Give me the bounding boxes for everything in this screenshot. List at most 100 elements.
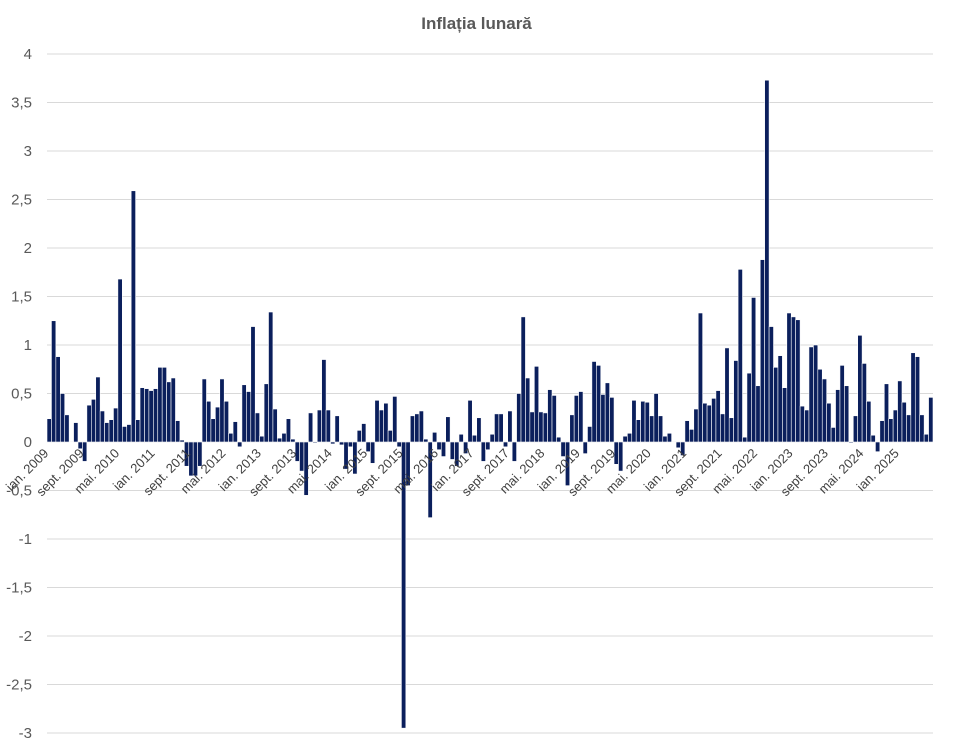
bar — [813, 344, 819, 443]
y-tick-label: -0,5 — [6, 483, 32, 500]
bar — [720, 413, 726, 443]
bar — [59, 393, 66, 443]
bar — [51, 320, 57, 443]
bar — [680, 441, 686, 456]
bar — [914, 356, 921, 443]
bar — [596, 365, 602, 443]
bar — [808, 346, 814, 443]
bar — [161, 367, 167, 443]
bar — [706, 404, 712, 443]
bar — [591, 361, 597, 443]
bar — [587, 426, 593, 443]
bar — [166, 381, 172, 443]
bar — [135, 419, 141, 443]
bar — [330, 441, 336, 445]
y-tick-label: 2,5 — [11, 192, 32, 209]
bar — [627, 432, 633, 443]
bar — [525, 377, 531, 443]
bar — [746, 372, 752, 443]
y-tick-label: 1 — [24, 337, 32, 354]
bar — [786, 312, 792, 443]
bar — [755, 385, 761, 443]
bar — [259, 435, 265, 443]
bar — [733, 360, 739, 443]
bar — [852, 415, 858, 443]
bar — [365, 441, 371, 452]
bar — [215, 406, 221, 443]
bar — [697, 312, 703, 443]
bar — [489, 433, 495, 443]
bar — [219, 378, 225, 443]
bar — [170, 377, 176, 443]
bar — [361, 423, 367, 443]
bar — [436, 441, 442, 451]
bar — [352, 441, 358, 475]
bar — [396, 441, 402, 448]
bar — [494, 413, 500, 443]
bar — [644, 401, 650, 443]
bar — [542, 412, 548, 443]
bar — [711, 398, 717, 443]
bar — [666, 432, 672, 443]
bar — [529, 411, 535, 443]
bar — [126, 424, 132, 443]
bar — [401, 441, 407, 729]
y-tick-label: -2,5 — [6, 677, 32, 694]
bar — [343, 441, 349, 470]
bar — [405, 441, 411, 486]
bar — [272, 408, 278, 443]
bar — [782, 387, 788, 443]
bar — [197, 441, 203, 467]
bar — [228, 432, 234, 443]
bar — [476, 417, 482, 443]
bar — [285, 418, 291, 443]
chart-title: Inflația lunară — [421, 14, 532, 33]
bar — [897, 380, 903, 443]
bar — [578, 391, 584, 443]
bar — [764, 79, 770, 443]
bar — [46, 418, 52, 443]
bar — [206, 400, 212, 443]
bar — [689, 429, 695, 443]
bar — [104, 422, 110, 443]
y-tick-label: 1,5 — [11, 289, 32, 306]
bar — [715, 390, 721, 443]
bar — [86, 404, 92, 443]
bar — [582, 441, 588, 454]
bar — [392, 396, 398, 443]
bar — [790, 316, 796, 443]
bar — [604, 382, 610, 443]
bar — [471, 434, 478, 443]
bar — [498, 413, 504, 443]
bar — [210, 418, 216, 443]
bar — [99, 410, 105, 443]
bar — [432, 431, 438, 443]
bar — [339, 441, 345, 446]
bar — [795, 319, 801, 443]
bar — [268, 311, 274, 443]
bar — [533, 366, 540, 443]
y-tick-label: 2 — [24, 240, 32, 257]
bar — [370, 441, 376, 464]
bar — [68, 441, 74, 443]
bar — [609, 397, 615, 443]
bar — [157, 367, 163, 443]
bar — [866, 400, 872, 443]
bar — [724, 347, 730, 443]
bar — [55, 356, 61, 443]
bar — [108, 419, 114, 443]
bar — [910, 352, 916, 443]
bar — [414, 413, 420, 443]
bar — [277, 437, 283, 443]
bar — [879, 420, 885, 443]
bar — [906, 414, 912, 443]
bar — [82, 441, 88, 462]
bar — [861, 363, 867, 443]
bar — [551, 395, 557, 443]
bar — [250, 326, 256, 443]
bar — [618, 441, 624, 472]
bar — [728, 417, 734, 443]
bar — [290, 438, 296, 443]
bar — [751, 297, 757, 443]
